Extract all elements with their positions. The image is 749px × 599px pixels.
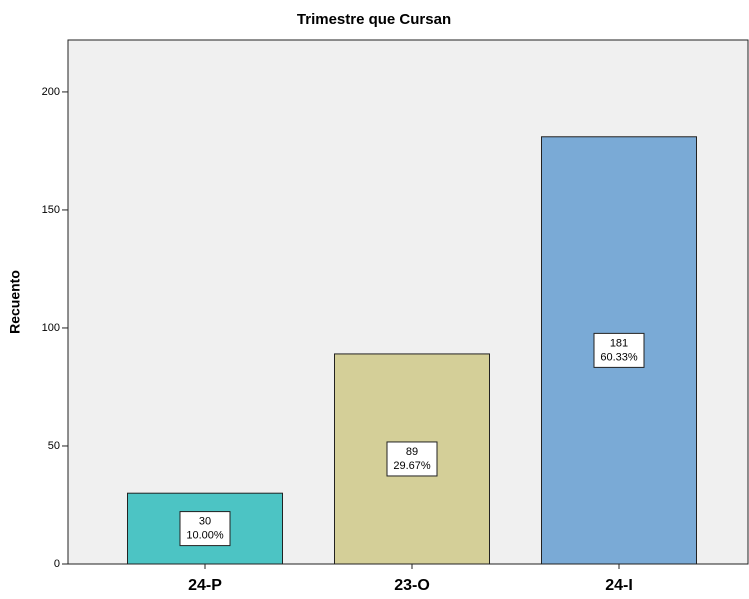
percent-label: 10.00% (186, 530, 224, 542)
data-label-box (386, 441, 438, 477)
y-tick-label: 50 (48, 440, 60, 452)
data-label: 30 (199, 516, 211, 528)
x-tick-label: 24-I (605, 577, 633, 594)
y-tick-label: 100 (42, 322, 60, 334)
percent-label: 60.33% (600, 351, 638, 363)
data-label-box (179, 511, 231, 547)
percent-label: 29.67% (393, 460, 431, 472)
y-axis-label: Recuento (7, 270, 23, 334)
y-tick-label: 150 (42, 204, 60, 216)
x-tick-label: 23-O (394, 577, 430, 594)
y-tick-label: 0 (54, 558, 60, 570)
chart-title: Trimestre que Cursan (297, 11, 451, 28)
data-label: 89 (406, 446, 418, 458)
data-label-box (593, 332, 645, 368)
x-tick-label: 24-P (188, 577, 222, 594)
data-label: 181 (610, 337, 628, 349)
y-tick-label: 200 (42, 86, 60, 98)
